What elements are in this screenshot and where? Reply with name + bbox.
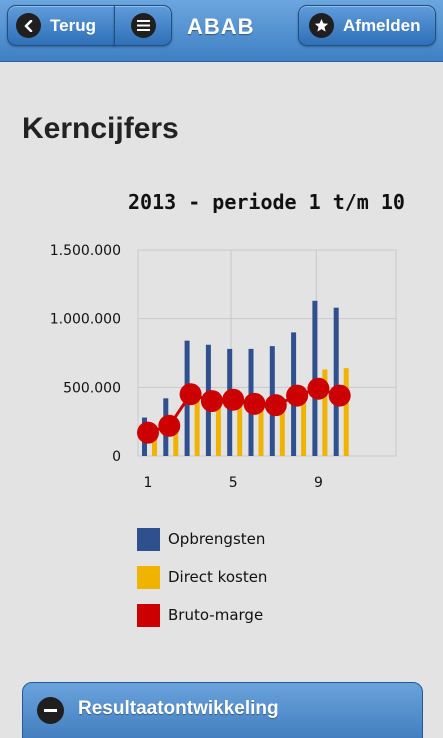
bar-direct-kosten[interactable]	[194, 401, 200, 456]
minus-icon	[37, 697, 64, 724]
bar-direct-kosten[interactable]	[258, 402, 264, 456]
bar-direct-kosten[interactable]	[237, 405, 243, 456]
y-tick-label: 500.000	[63, 380, 121, 396]
back-button[interactable]: Terug	[7, 5, 115, 46]
app-title: ABAB	[187, 14, 255, 39]
menu-button[interactable]	[114, 5, 172, 46]
menu-icon	[130, 13, 156, 38]
legend-item-direct-kosten[interactable]: Direct kosten	[137, 558, 267, 596]
bar-direct-kosten[interactable]	[301, 395, 307, 456]
point-bruto-marge[interactable]	[222, 388, 245, 411]
collapsible-resultaatontwikkeling[interactable]: Resultaatontwikkeling	[22, 682, 423, 738]
point-bruto-marge[interactable]	[286, 384, 309, 407]
point-bruto-marge[interactable]	[158, 414, 181, 437]
chevron-left-icon	[16, 13, 41, 38]
bar-direct-kosten[interactable]	[279, 398, 285, 456]
bar-direct-kosten[interactable]	[322, 369, 328, 456]
chart: 0 500.000 1.000.000 1.500.000 1 5 9	[50, 243, 397, 491]
bar-direct-kosten[interactable]	[173, 428, 179, 456]
star-icon	[309, 13, 334, 38]
collapsible-label: Resultaatontwikkeling	[78, 698, 279, 719]
y-tick-label: 0	[112, 449, 121, 465]
legend-swatch-opbrengsten	[137, 527, 160, 551]
legend-label: Opbrengsten	[168, 530, 266, 548]
bar-direct-kosten[interactable]	[343, 368, 349, 456]
y-tick-label: 1.000.000	[50, 312, 121, 328]
x-tick-label: 1	[144, 475, 153, 491]
bar-opbrengsten[interactable]	[333, 307, 339, 456]
point-bruto-marge[interactable]	[243, 392, 266, 415]
logout-button[interactable]: Afmelden	[298, 5, 436, 46]
legend-label: Bruto-marge	[168, 606, 264, 624]
bar-direct-kosten[interactable]	[152, 439, 157, 456]
point-bruto-marge[interactable]	[264, 394, 287, 417]
point-bruto-marge[interactable]	[200, 390, 223, 413]
point-bruto-marge[interactable]	[307, 377, 330, 400]
point-bruto-marge[interactable]	[137, 421, 159, 444]
point-bruto-marge[interactable]	[179, 383, 202, 406]
plot-area	[137, 249, 397, 457]
y-tick-label: 1.500.000	[50, 243, 121, 259]
chart-title: 2013 - periode 1 t/m 10	[128, 190, 405, 214]
logout-button-label: Afmelden	[343, 15, 421, 35]
legend-item-bruto-marge[interactable]: Bruto-marge	[137, 596, 267, 634]
header-bar: Terug ABAB Afmelden	[0, 0, 443, 62]
legend-swatch-bruto-marge	[137, 603, 160, 627]
point-bruto-marge[interactable]	[328, 384, 351, 407]
legend-swatch-direct-kosten	[137, 565, 160, 589]
page-title: Kerncijfers	[22, 112, 179, 145]
bar-direct-kosten[interactable]	[215, 402, 221, 456]
legend-label: Direct kosten	[168, 568, 268, 586]
back-button-label: Terug	[50, 15, 96, 35]
legend-item-opbrengsten[interactable]: Opbrengsten	[137, 520, 267, 558]
x-tick-label: 9	[314, 475, 323, 491]
x-tick-label: 5	[229, 475, 238, 491]
chart-legend: Opbrengsten Direct kosten Bruto-marge	[137, 520, 267, 634]
